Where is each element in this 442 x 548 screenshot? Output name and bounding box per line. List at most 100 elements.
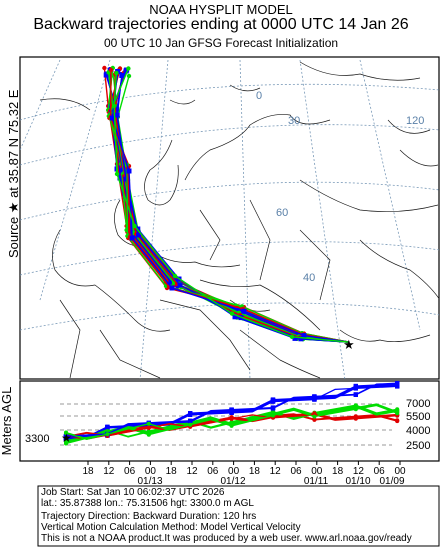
date-label: 01/10	[345, 476, 370, 487]
time-tick-label: 12	[270, 466, 282, 477]
time-tick-label: 06	[207, 466, 219, 477]
profile-trajectory-marker	[64, 441, 68, 446]
profile-trajectory-marker	[270, 397, 276, 402]
profile-trajectory-marker	[146, 421, 151, 426]
map-trajectory-marker	[292, 335, 298, 341]
footer-frame	[37, 485, 440, 547]
map-frame	[19, 56, 440, 380]
profile-trajectory-marker	[188, 422, 193, 427]
map-trajectory-marker	[123, 68, 129, 74]
model-title: NOAA HYSPLIT MODEL	[149, 2, 293, 17]
height-tick-2500: 2500	[406, 440, 430, 452]
profile-trajectory-marker	[312, 414, 317, 419]
profile-trajectory-marker	[229, 416, 234, 421]
map-trajectory-marker	[136, 232, 142, 238]
profile-trajectory-marker	[395, 419, 400, 424]
trajectory-lines-profile	[63, 381, 400, 446]
profile-trajectory-marker	[188, 418, 193, 423]
map-trajectory-marker	[241, 308, 247, 314]
location-text: lat.: 35.87388 lon.: 75.31506 hgt: 3300.…	[41, 498, 254, 509]
map-trajectory-marker	[114, 171, 120, 177]
map-trajectory-marker	[112, 103, 117, 109]
time-tick-label: 18	[82, 466, 94, 477]
map-trajectory-marker	[109, 115, 115, 121]
profile-trajectory-marker	[395, 411, 400, 416]
map-trajectory	[109, 69, 349, 343]
direction-text: Trajectory Direction: Backward Duration:…	[41, 511, 257, 522]
time-tick-label: 18	[249, 466, 261, 477]
map-trajectory	[108, 68, 349, 343]
time-tick-label: 06	[124, 466, 136, 477]
date-label: 01/12	[220, 476, 245, 487]
profile-trajectory-marker	[353, 383, 358, 389]
map-trajectory-marker	[114, 70, 119, 76]
meridian-label-30: 30	[288, 115, 300, 127]
map-trajectory-marker	[123, 176, 129, 182]
trajectory-title: Backward trajectories ending at 0000 UTC…	[33, 16, 409, 33]
profile-trajectory-marker	[63, 433, 69, 439]
map-trajectory-marker	[169, 285, 175, 291]
profile-trajectory-marker	[229, 407, 234, 412]
graticule	[20, 59, 439, 379]
start-height-label: 3300	[25, 433, 49, 445]
map-trajectory-marker	[177, 282, 183, 288]
map-trajectory-marker	[172, 273, 178, 279]
time-tick-label: 12	[353, 466, 365, 477]
map-trajectory-marker	[129, 235, 135, 241]
meridian-label-0: 0	[256, 90, 262, 102]
map-trajectory-marker	[235, 307, 241, 313]
map-trajectory-marker	[289, 334, 295, 339]
profile-trajectory-marker	[64, 431, 68, 435]
map-trajectory-marker	[108, 67, 114, 73]
map-trajectory-marker	[132, 223, 137, 229]
map-trajectory	[113, 72, 349, 343]
parallel-label-40: 40	[303, 272, 315, 284]
height-tick-7000: 7000	[406, 398, 430, 410]
date-label: 01/13	[137, 476, 162, 487]
map-trajectory-marker	[103, 72, 109, 78]
time-tick-label: 00	[228, 466, 240, 477]
time-tick-label: 12	[103, 466, 115, 477]
time-tick-label: 00	[394, 466, 406, 477]
vertical-motion-text: Vertical Motion Calculation Method: Mode…	[41, 522, 301, 533]
profile-trajectory-marker	[146, 432, 151, 437]
job-start-text: Job Start: Sat Jan 10 06:02:37 UTC 2026	[41, 487, 225, 498]
source-star-icon: ★	[343, 337, 355, 352]
map-trajectory-marker	[119, 73, 125, 78]
forecast-subtitle: 00 UTC 10 Jan GFSG Forecast Initializati…	[103, 36, 339, 50]
map-trajectory-marker	[114, 106, 120, 112]
date-label: 01/09	[379, 476, 404, 487]
height-tick-5500: 5500	[406, 411, 430, 423]
profile-trajectory-marker	[312, 417, 317, 422]
meridian-label-120: 120	[406, 115, 424, 127]
height-tick-4000: 4000	[406, 425, 430, 437]
map-trajectory-marker	[232, 314, 238, 320]
disclaimer-text: This is not a NOAA product.It was produc…	[41, 533, 412, 544]
profile-trajectory-marker	[312, 394, 317, 399]
time-tick-label: 18	[332, 466, 344, 477]
time-tick-label: 00	[311, 466, 323, 477]
map-trajectory-marker	[168, 279, 174, 285]
profile-trajectory-marker	[271, 413, 275, 418]
profile-trajectory-marker	[353, 407, 358, 412]
parallel-label-60: 60	[276, 207, 288, 219]
time-tick-label: 06	[290, 466, 302, 477]
time-tick-label: 18	[166, 466, 178, 477]
map-trajectory-marker	[117, 175, 123, 181]
time-tick-label: 12	[186, 466, 198, 477]
map-trajectory-marker	[114, 112, 120, 118]
time-tick-label: 06	[374, 466, 386, 477]
profile-trajectory-marker	[353, 392, 358, 397]
profile-trajectory-marker	[270, 405, 276, 410]
date-label: 01/11	[304, 476, 329, 487]
map-trajectory-marker	[301, 333, 307, 339]
profile-source-star-icon: ★	[61, 431, 72, 445]
profile-trajectory-marker	[105, 424, 110, 429]
map-trajectory-marker	[126, 66, 131, 71]
profile-frame	[19, 380, 440, 462]
profile-trajectory-marker	[188, 411, 193, 416]
profile-trajectory-marker	[105, 432, 110, 437]
map-trajectory-marker	[102, 65, 107, 71]
